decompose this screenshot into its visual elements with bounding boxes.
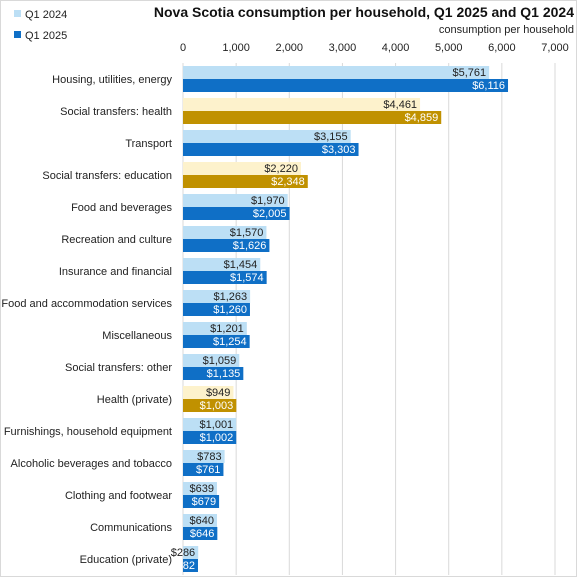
category-label: Social transfers: other xyxy=(65,362,172,374)
category-label: Communications xyxy=(90,522,172,534)
bar-q1-2024 xyxy=(183,386,234,399)
x-tick-label: 2,000 xyxy=(276,42,304,54)
category-label: Social transfers: health xyxy=(60,106,172,118)
bar-q1-2024 xyxy=(183,258,261,271)
bar-q1-2025 xyxy=(183,399,237,412)
bar-q1-2025 xyxy=(183,303,250,316)
data-label-q1-2025: $1,574 xyxy=(230,272,264,284)
bar-q1-2024 xyxy=(183,290,251,303)
bar-q1-2024 xyxy=(183,322,247,335)
data-label-q1-2025: $2,348 xyxy=(271,176,305,188)
bar-q1-2025 xyxy=(183,271,267,284)
data-label-q1-2025: $646 xyxy=(190,528,214,540)
bar-q1-2025 xyxy=(183,559,198,572)
bar-q1-2025 xyxy=(183,175,308,188)
data-label-q1-2025: $1,626 xyxy=(233,240,267,252)
data-label-q1-2024: $639 xyxy=(189,483,213,495)
category-label: Housing, utilities, energy xyxy=(52,74,172,86)
data-label-q1-2024: $2,220 xyxy=(264,163,298,175)
category-label: Health (private) xyxy=(97,394,172,406)
bar-q1-2024 xyxy=(183,546,199,559)
data-label-q1-2024: $783 xyxy=(197,451,221,463)
data-label-q1-2024: $4,461 xyxy=(383,99,417,111)
category-label: Food and accommodation services xyxy=(1,298,172,310)
bar-q1-2024 xyxy=(183,98,421,111)
bar-q1-2025 xyxy=(183,335,250,348)
bar-q1-2025 xyxy=(183,207,290,220)
bar-q1-2024 xyxy=(183,194,288,207)
data-label-q1-2024: $1,263 xyxy=(213,291,247,303)
category-label: Clothing and footwear xyxy=(65,490,172,502)
data-label-q1-2025: $282 xyxy=(171,560,195,572)
bar-q1-2024 xyxy=(183,418,237,431)
data-label-q1-2024: $640 xyxy=(190,515,214,527)
chart-title: Nova Scotia consumption per household, Q… xyxy=(154,4,574,20)
bar-q1-2024 xyxy=(183,226,267,239)
data-label-q1-2024: $3,155 xyxy=(314,131,348,143)
x-tick-label: 1,000 xyxy=(222,42,250,54)
data-label-q1-2025: $2,005 xyxy=(253,208,287,220)
bar-q1-2024 xyxy=(183,450,225,463)
category-label: Recreation and culture xyxy=(61,234,172,246)
bar-q1-2025 xyxy=(183,463,224,476)
data-label-q1-2024: $5,761 xyxy=(452,67,486,79)
x-tick-label: 3,000 xyxy=(329,42,357,54)
category-label: Social transfers: education xyxy=(42,170,172,182)
data-label-q1-2025: $679 xyxy=(192,496,216,508)
legend-label-q1-2025: Q1 2025 xyxy=(25,30,67,42)
data-label-q1-2025: $6,116 xyxy=(472,80,505,92)
bar-q1-2024 xyxy=(183,482,217,495)
data-label-q1-2025: $761 xyxy=(196,464,220,476)
x-tick-label: 7,000 xyxy=(541,42,569,54)
category-label: Transport xyxy=(125,138,172,150)
bar-q1-2025 xyxy=(183,527,218,540)
bar-q1-2024 xyxy=(183,162,301,175)
data-label-q1-2025: $1,260 xyxy=(213,304,247,316)
bar-q1-2025 xyxy=(183,367,244,380)
data-label-q1-2025: $1,002 xyxy=(200,432,234,444)
data-label-q1-2025: $4,859 xyxy=(405,112,439,124)
category-label: Food and beverages xyxy=(71,202,172,214)
bar-q1-2025 xyxy=(183,431,237,444)
category-label: Insurance and financial xyxy=(59,266,172,278)
bar-q1-2024 xyxy=(183,354,240,367)
data-label-q1-2024: $1,001 xyxy=(200,419,234,431)
category-label: Alcoholic beverages and tobacco xyxy=(11,458,172,470)
bar-q1-2025 xyxy=(183,79,509,92)
bar-q1-2025 xyxy=(183,239,270,252)
data-label-q1-2024: $1,454 xyxy=(224,259,258,271)
x-tick-label: 0 xyxy=(180,42,186,54)
category-label: Furnishings, household equipment xyxy=(4,426,172,438)
data-label-q1-2024: $1,201 xyxy=(210,323,244,335)
data-label-q1-2024: $1,059 xyxy=(203,355,237,367)
bar-q1-2025 xyxy=(183,111,442,124)
x-tick-label: 4,000 xyxy=(382,42,410,54)
data-label-q1-2025: $1,254 xyxy=(213,336,247,348)
data-label-q1-2024: $949 xyxy=(206,387,230,399)
bar-q1-2025 xyxy=(183,143,359,156)
data-label-q1-2024: $1,970 xyxy=(251,195,285,207)
data-label-q1-2024: $286 xyxy=(171,547,195,559)
category-label: Education (private) xyxy=(80,554,172,566)
bar-q1-2024 xyxy=(183,66,490,79)
legend-swatch-q1-2025 xyxy=(14,31,21,38)
bar-q1-2025 xyxy=(183,495,220,508)
legend-label-q1-2024: Q1 2024 xyxy=(25,9,67,21)
data-label-q1-2024: $1,570 xyxy=(230,227,264,239)
data-label-q1-2025: $1,003 xyxy=(200,400,234,412)
data-label-q1-2025: $3,303 xyxy=(322,144,356,156)
x-tick-label: 6,000 xyxy=(488,42,516,54)
bar-q1-2024 xyxy=(183,514,218,527)
x-tick-label: 5,000 xyxy=(435,42,463,54)
chart-subtitle: consumption per household xyxy=(439,24,574,36)
bar-q1-2024 xyxy=(183,130,351,143)
data-label-q1-2025: $1,135 xyxy=(207,368,241,380)
category-label: Miscellaneous xyxy=(102,330,172,342)
legend-swatch-q1-2024 xyxy=(14,10,21,17)
